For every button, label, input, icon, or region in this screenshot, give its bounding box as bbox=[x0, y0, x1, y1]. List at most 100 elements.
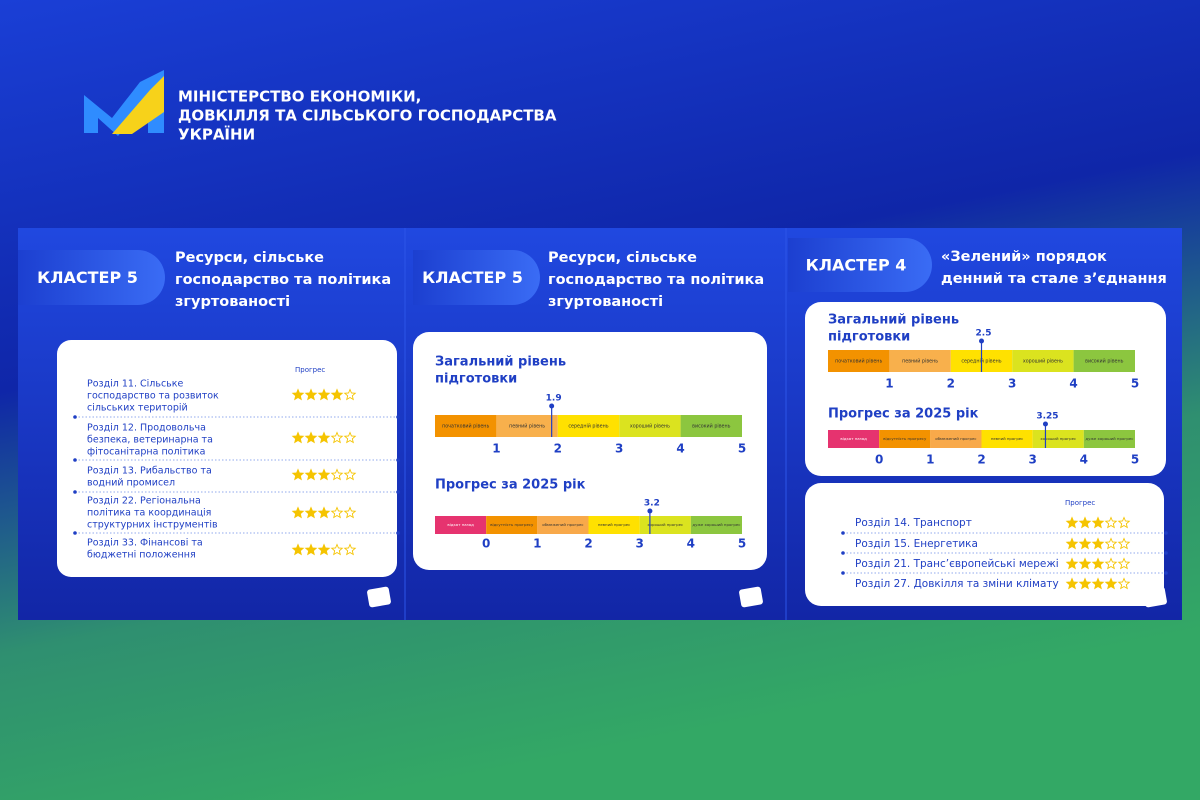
scale-segment bbox=[1073, 350, 1135, 372]
cluster-label: КЛАСТЕР 5 bbox=[422, 268, 523, 287]
segment-label: високий рівень bbox=[1085, 358, 1123, 365]
scale-marker-dot bbox=[979, 338, 984, 344]
chapter-label: Розділ 21. Транс’європейські мережі bbox=[855, 558, 1059, 570]
scale-tick-label: 5 bbox=[738, 442, 746, 456]
chapter-label: водний промисел bbox=[87, 478, 175, 489]
scale-tick-label: 5 bbox=[738, 537, 746, 551]
scale-tick-label: 4 bbox=[687, 537, 695, 551]
scale-tick-label: 0 bbox=[875, 453, 883, 467]
scale-tick-label: 5 bbox=[1131, 377, 1139, 391]
segment-label: дуже хороший прогрес bbox=[692, 522, 740, 527]
cluster-title: згуртованості bbox=[175, 294, 290, 310]
star-filled bbox=[317, 468, 331, 481]
scale-segment bbox=[557, 415, 620, 437]
star-empty bbox=[1104, 557, 1118, 570]
star-filled bbox=[1065, 516, 1079, 529]
star-filled bbox=[291, 468, 305, 481]
segment-label: відкат назад bbox=[840, 436, 867, 441]
scale-segment bbox=[828, 350, 890, 372]
star-rating bbox=[291, 388, 357, 401]
eurochato-logo bbox=[367, 586, 1167, 608]
scale-segment bbox=[879, 430, 931, 448]
scale-segment bbox=[588, 516, 640, 534]
star-empty bbox=[1104, 537, 1118, 550]
cluster-label: КЛАСТЕР 5 bbox=[37, 268, 138, 287]
scale-segment bbox=[1083, 430, 1135, 448]
star-filled bbox=[1091, 516, 1105, 529]
star-empty bbox=[330, 543, 344, 556]
segment-label: відсутність прогресу bbox=[883, 436, 927, 441]
scale-segment bbox=[619, 415, 681, 437]
scale-tick-label: 2 bbox=[977, 453, 985, 467]
star-filled bbox=[1091, 557, 1105, 570]
star-filled bbox=[1078, 537, 1092, 550]
scale-title: підготовки bbox=[435, 372, 517, 387]
scale-title: Прогрес за 2025 рік bbox=[435, 478, 586, 493]
cluster-label: КЛАСТЕР 4 bbox=[806, 256, 907, 275]
star-filled bbox=[304, 468, 318, 481]
star-empty bbox=[1117, 537, 1131, 550]
scale-tick-label: 1 bbox=[533, 537, 541, 551]
chapter-label: безпека, ветеринарна та bbox=[87, 435, 213, 446]
scale-tick-label: 3 bbox=[1008, 377, 1016, 391]
segment-label: високий рівень bbox=[692, 423, 730, 430]
segment-label: певний рівень bbox=[902, 358, 938, 365]
scale-title: Прогрес за 2025 рік bbox=[828, 407, 979, 422]
scale-tick-label: 1 bbox=[492, 442, 500, 456]
row-dot bbox=[841, 571, 845, 575]
star-rating bbox=[291, 431, 357, 444]
scale-tick-label: 2 bbox=[554, 442, 562, 456]
row-dot bbox=[73, 531, 77, 535]
progress-header: Прогрес bbox=[1065, 499, 1095, 507]
cluster-badge bbox=[788, 238, 932, 292]
star-rating bbox=[1065, 516, 1131, 529]
chapter-label: сільських територій bbox=[87, 403, 188, 414]
row-dot bbox=[396, 415, 400, 419]
cluster-title: денний та стале з’єднання bbox=[941, 271, 1167, 287]
scale-segment bbox=[496, 415, 558, 437]
star-filled bbox=[1065, 557, 1079, 570]
chapter-label: політика та координація bbox=[87, 508, 211, 519]
scale-marker-dot bbox=[647, 508, 653, 514]
star-filled bbox=[1104, 577, 1118, 590]
ministry-logo bbox=[84, 70, 164, 136]
scale-segment bbox=[1012, 350, 1074, 372]
star-filled bbox=[304, 506, 318, 519]
star-filled bbox=[317, 506, 331, 519]
row-dot bbox=[73, 415, 77, 419]
scale-tick-label: 0 bbox=[482, 537, 490, 551]
segment-label: хороший прогрес bbox=[1040, 436, 1076, 441]
progress-header: Прогрес bbox=[295, 366, 325, 374]
scale-marker-dot bbox=[549, 403, 555, 409]
star-rating bbox=[291, 468, 357, 481]
chapter-label: Розділ 27. Довкілля та зміни клімату bbox=[855, 578, 1059, 590]
chapter-label: Розділ 22. Регіональна bbox=[87, 496, 201, 507]
segment-label: певний рівень bbox=[509, 423, 545, 430]
star-filled bbox=[1065, 537, 1079, 550]
star-filled bbox=[291, 388, 305, 401]
star-filled bbox=[291, 543, 305, 556]
scale-tick-label: 1 bbox=[926, 453, 934, 467]
scale-segment bbox=[889, 350, 951, 372]
chapter-label: фітосанітарна політика bbox=[87, 447, 205, 458]
star-empty bbox=[330, 506, 344, 519]
star-empty bbox=[330, 431, 344, 444]
star-filled bbox=[317, 543, 331, 556]
card bbox=[805, 483, 1164, 606]
chapter-label: Розділ 13. Рибальство та bbox=[87, 466, 212, 477]
cluster-title: Ресурси, сільське bbox=[548, 250, 697, 266]
segment-label: хороший рівень bbox=[630, 423, 670, 430]
scale-title: Загальний рівень bbox=[828, 313, 959, 328]
scale-tick-label: 5 bbox=[1131, 453, 1139, 467]
cluster-badge bbox=[413, 250, 540, 305]
scale-marker-label: 2.5 bbox=[976, 329, 992, 339]
scale-segment bbox=[435, 516, 487, 534]
row-dot bbox=[1164, 531, 1168, 535]
scale-marker-label: 3.25 bbox=[1036, 412, 1058, 422]
row-dot bbox=[841, 531, 845, 535]
card bbox=[57, 340, 397, 577]
segment-label: хороший прогрес bbox=[647, 522, 683, 527]
cluster-title: господарство та політика bbox=[548, 272, 764, 288]
scale-segment bbox=[690, 516, 742, 534]
